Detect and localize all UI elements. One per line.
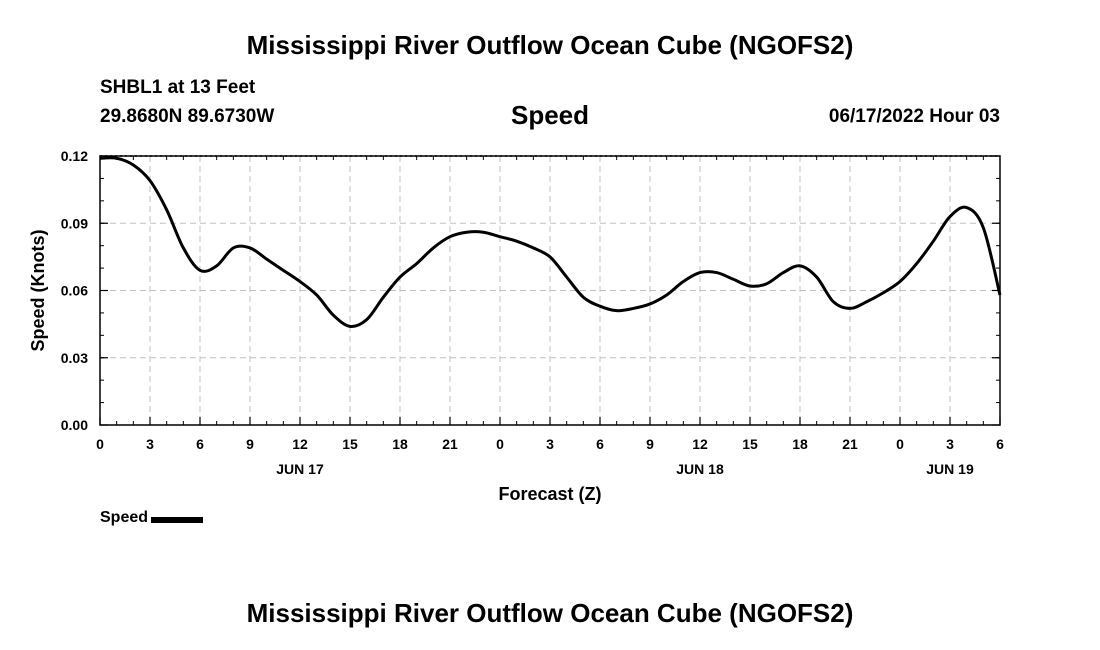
tick-labels: 0 3 6 9 12 15 18 21 0 3 6 9 12 15 18 21 0 3 6 0.00 0.03 0.06 0…	[61, 148, 1004, 477]
x-tick-label: 15	[342, 436, 358, 452]
x-tick-label: 9	[646, 436, 654, 452]
ticks	[99, 155, 1001, 426]
chart-subtitle: Speed	[510, 100, 590, 130]
legend: Speed	[100, 509, 204, 527]
x-tick-label: 12	[292, 436, 308, 452]
x-tick-label: 3	[146, 436, 154, 452]
x-date-label: JUN 17	[276, 461, 324, 477]
footer-title: Mississippi River Outflow Ocean Cube (NG…	[246, 598, 854, 628]
y-tick-label: 0.06	[61, 283, 88, 299]
x-tick-label: 6	[596, 436, 604, 452]
x-tick-label: 21	[442, 436, 458, 452]
y-tick-label: 0.00	[61, 417, 88, 433]
series-layer	[99, 156, 1002, 328]
x-tick-label: 0	[496, 436, 504, 452]
legend-swatch	[151, 516, 204, 523]
x-tick-label: 18	[392, 436, 408, 452]
y-tick-label: 0.09	[61, 215, 88, 231]
x-tick-label: 6	[196, 436, 204, 452]
y-tick-label: 0.03	[61, 350, 88, 366]
speed-series-line	[99, 156, 1002, 328]
legend-label: Speed	[100, 509, 149, 526]
x-tick-label: 3	[946, 436, 954, 452]
x-tick-label: 6	[996, 436, 1004, 452]
x-tick-label: 15	[742, 436, 758, 452]
station-name: SHBL1 at 13 Feet	[100, 77, 256, 98]
x-tick-label: 21	[842, 436, 858, 452]
x-axis-label: Forecast (Z)	[498, 484, 601, 504]
x-tick-label: 3	[546, 436, 554, 452]
station-coordinates: 29.8680N 89.6730W	[100, 106, 275, 127]
grid	[100, 155, 1000, 425]
y-axis-label: Speed (Knots)	[28, 229, 48, 351]
chart-title: Mississippi River Outflow Ocean Cube (NG…	[246, 30, 854, 60]
x-tick-label: 9	[246, 436, 254, 452]
x-date-label: JUN 19	[926, 461, 974, 477]
x-tick-label: 0	[896, 436, 904, 452]
y-tick-label: 0.12	[61, 148, 88, 164]
x-tick-label: 0	[96, 436, 104, 452]
x-date-label: JUN 18	[676, 461, 724, 477]
x-tick-label: 18	[792, 436, 808, 452]
forecast-datetime: 06/17/2022 Hour 03	[828, 106, 1000, 127]
x-tick-label: 12	[692, 436, 708, 452]
